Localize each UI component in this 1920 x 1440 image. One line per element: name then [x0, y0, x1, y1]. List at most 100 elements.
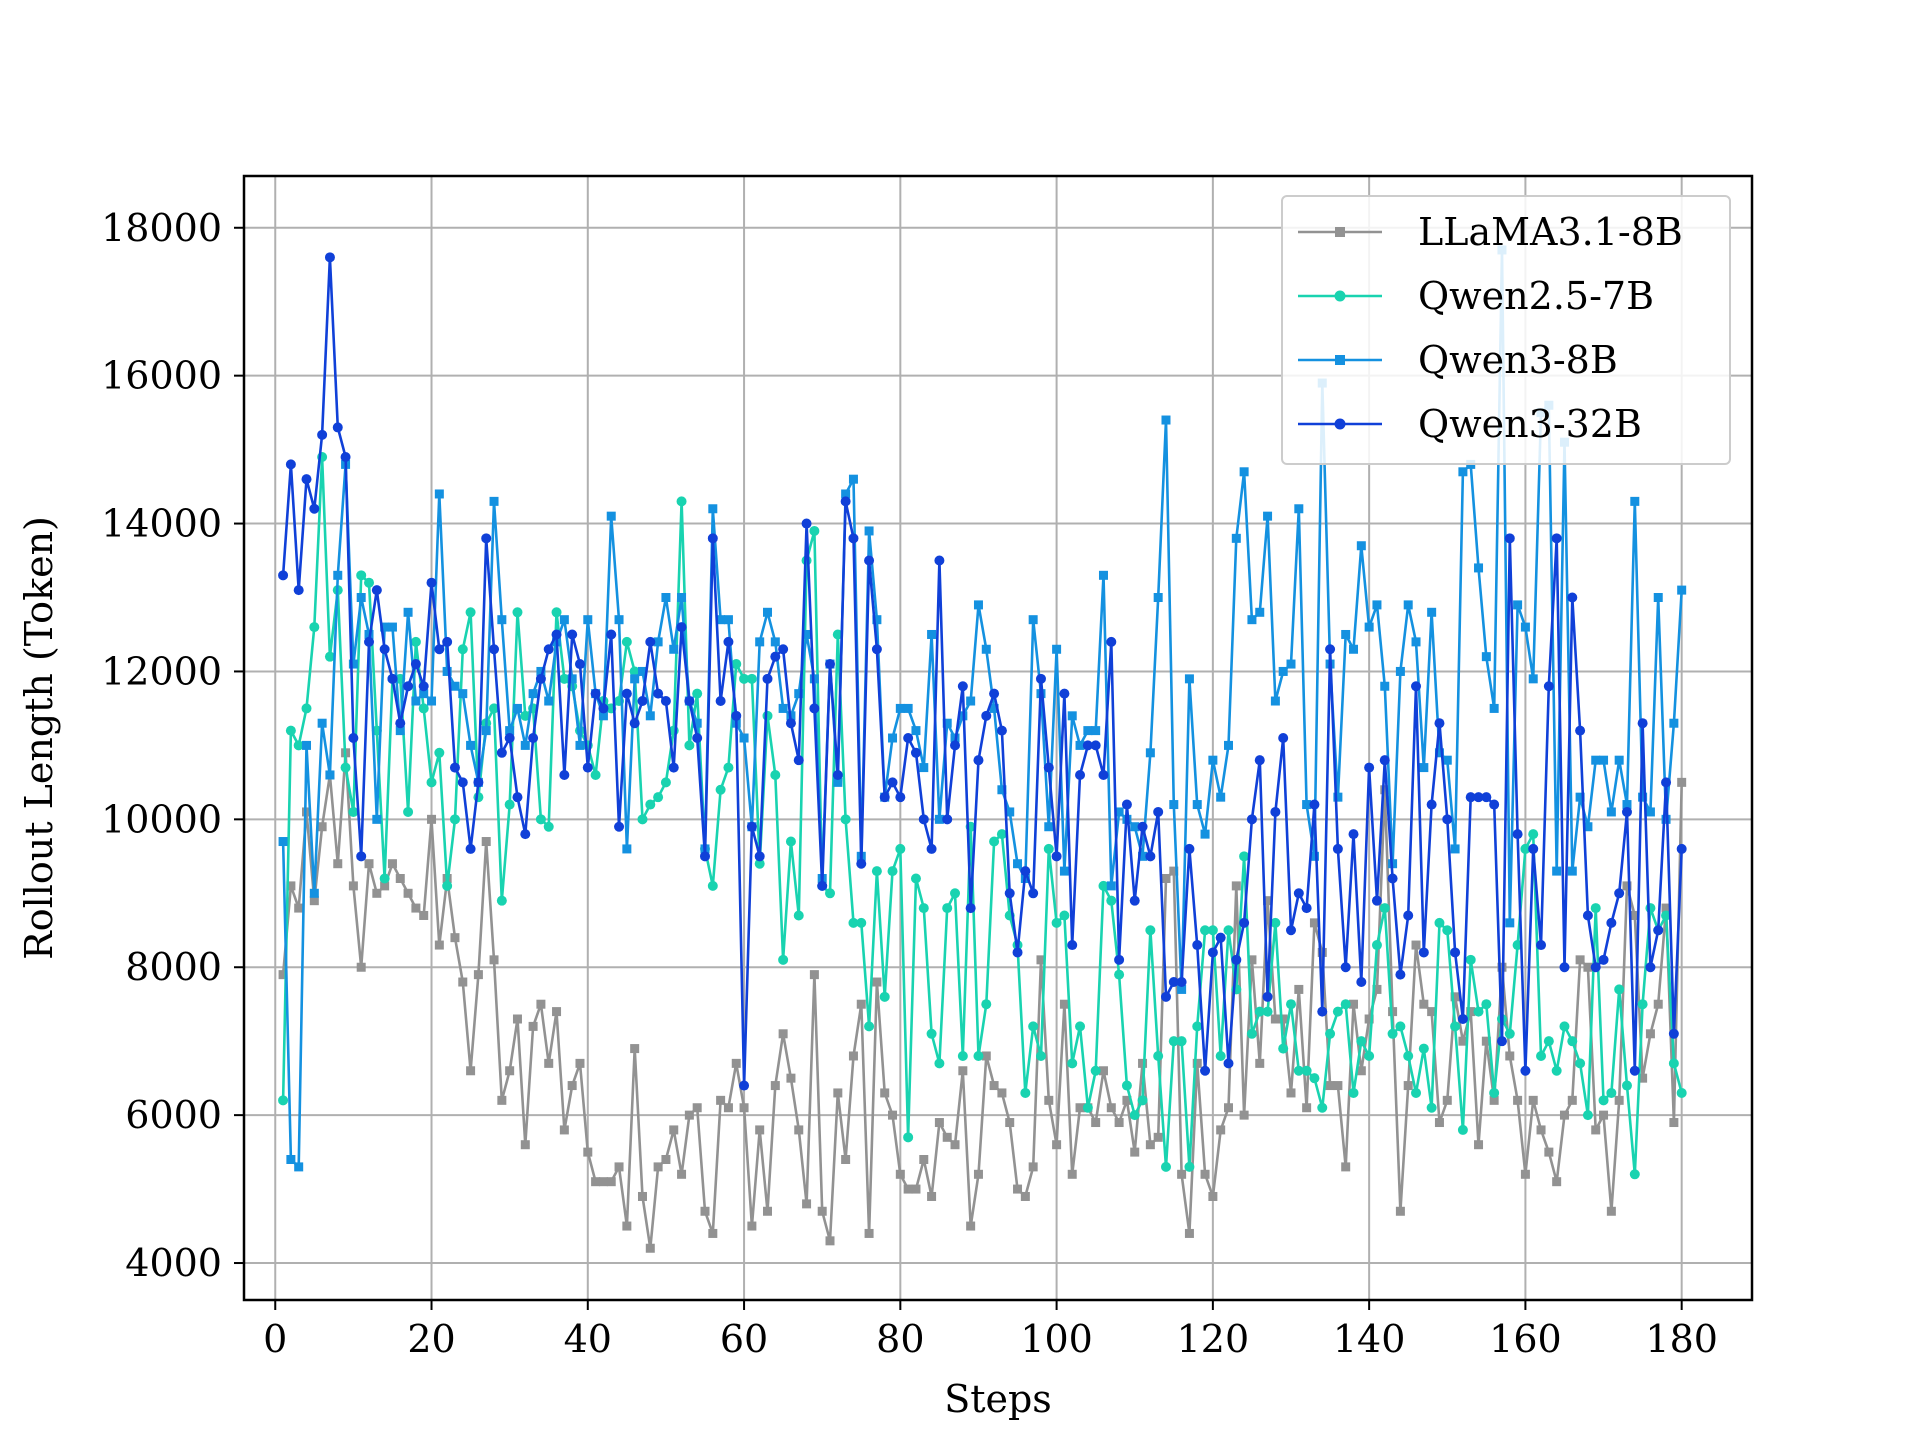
- data-point: [676, 496, 687, 507]
- x-tick-label: 180: [1645, 1317, 1718, 1361]
- data-point: [1341, 1162, 1351, 1172]
- data-point: [410, 659, 421, 670]
- data-point: [1059, 999, 1069, 1009]
- data-point: [1075, 769, 1086, 780]
- data-point: [1082, 1102, 1093, 1113]
- data-point: [825, 888, 836, 899]
- data-point: [1387, 1028, 1398, 1039]
- data-point: [802, 629, 812, 639]
- data-point: [395, 726, 405, 736]
- data-point: [1544, 1147, 1554, 1157]
- data-point: [653, 688, 664, 699]
- data-point: [653, 792, 664, 803]
- data-point: [809, 525, 820, 536]
- legend-marker: [1335, 227, 1345, 237]
- data-point: [1255, 607, 1265, 617]
- data-point: [841, 489, 851, 499]
- data-point: [934, 814, 944, 824]
- data-point: [1465, 954, 1476, 965]
- data-point: [333, 859, 343, 869]
- data-point: [645, 711, 655, 721]
- data-point: [950, 888, 961, 899]
- data-point: [496, 747, 507, 758]
- data-point: [770, 637, 780, 647]
- data-point: [1020, 866, 1031, 877]
- data-point: [910, 873, 921, 884]
- data-point: [1582, 1110, 1593, 1121]
- data-point: [1466, 1007, 1476, 1017]
- data-point: [989, 688, 1000, 699]
- data-point: [1598, 954, 1609, 965]
- data-point: [1645, 903, 1656, 914]
- data-point: [919, 763, 929, 773]
- data-point: [919, 1155, 929, 1164]
- data-point: [1653, 999, 1663, 1009]
- data-point: [333, 570, 343, 580]
- data-point: [1090, 1065, 1101, 1076]
- data-point: [317, 718, 327, 728]
- data-point: [1583, 962, 1593, 972]
- data-point: [871, 866, 882, 877]
- data-point: [763, 1206, 773, 1216]
- data-point: [668, 762, 679, 773]
- data-point: [895, 1169, 905, 1179]
- data-point: [1231, 881, 1241, 891]
- data-point: [1427, 1007, 1437, 1017]
- data-point: [1200, 829, 1210, 839]
- data-point: [458, 689, 468, 699]
- data-point: [1676, 843, 1687, 854]
- data-point: [1661, 777, 1672, 788]
- data-point: [1637, 718, 1648, 729]
- x-tick-label: 80: [876, 1317, 924, 1361]
- data-point: [387, 673, 398, 684]
- data-point: [301, 703, 312, 714]
- x-tick-label: 100: [1020, 1317, 1093, 1361]
- data-point: [614, 615, 624, 625]
- data-point: [520, 1140, 530, 1150]
- data-point: [1349, 644, 1359, 654]
- data-point: [1364, 762, 1375, 773]
- data-point: [1137, 821, 1148, 832]
- legend-entry: Qwen2.5-7B: [1298, 274, 1654, 318]
- data-point: [309, 503, 320, 514]
- data-point: [801, 518, 812, 529]
- data-point: [1559, 962, 1570, 973]
- data-point: [1653, 925, 1664, 936]
- data-point: [332, 422, 343, 433]
- data-point: [1176, 977, 1187, 988]
- data-point: [1567, 592, 1578, 603]
- data-point: [1457, 1124, 1468, 1135]
- series-lines: [278, 245, 1687, 1253]
- data-point: [677, 593, 687, 602]
- data-point: [1668, 1028, 1679, 1039]
- data-point: [715, 696, 726, 707]
- data-point: [1552, 866, 1562, 876]
- data-point: [997, 785, 1007, 795]
- data-point: [379, 873, 390, 884]
- data-point: [1504, 1028, 1515, 1039]
- data-point: [793, 910, 804, 921]
- data-point: [449, 814, 460, 825]
- data-point: [465, 607, 476, 618]
- data-point: [1340, 962, 1351, 973]
- data-point: [1215, 932, 1226, 943]
- data-point: [1129, 895, 1140, 906]
- data-point: [1255, 1058, 1265, 1068]
- series-qwen3-8b: [278, 245, 1687, 1172]
- data-point: [832, 769, 843, 780]
- data-point: [356, 570, 367, 581]
- data-point: [489, 496, 499, 506]
- data-point: [567, 674, 577, 684]
- data-point: [1418, 947, 1429, 958]
- data-point: [825, 1236, 835, 1246]
- data-point: [848, 917, 859, 928]
- data-point: [1082, 740, 1093, 751]
- x-tick-label: 120: [1177, 1317, 1250, 1361]
- data-point: [1504, 533, 1515, 544]
- data-point: [1278, 1043, 1289, 1054]
- data-point: [637, 696, 648, 707]
- data-point: [1121, 799, 1132, 810]
- data-point: [942, 814, 953, 825]
- data-point: [1223, 740, 1233, 750]
